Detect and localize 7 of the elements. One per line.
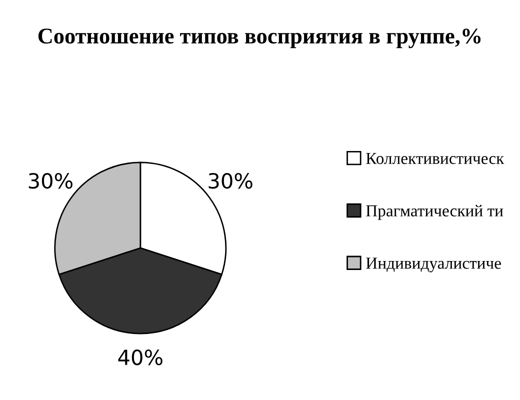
data-label: 30%	[208, 172, 252, 189]
data-label: 40%	[118, 349, 162, 366]
data-label: 30%	[28, 172, 72, 189]
chart-title: Соотношение типов восприятия в группе,%	[38, 28, 481, 48]
legend-label: Индивидуалистиче	[366, 258, 501, 272]
legend-label: Прагматический ти	[366, 204, 504, 220]
legend-label: Коллективистическ	[366, 152, 504, 164]
